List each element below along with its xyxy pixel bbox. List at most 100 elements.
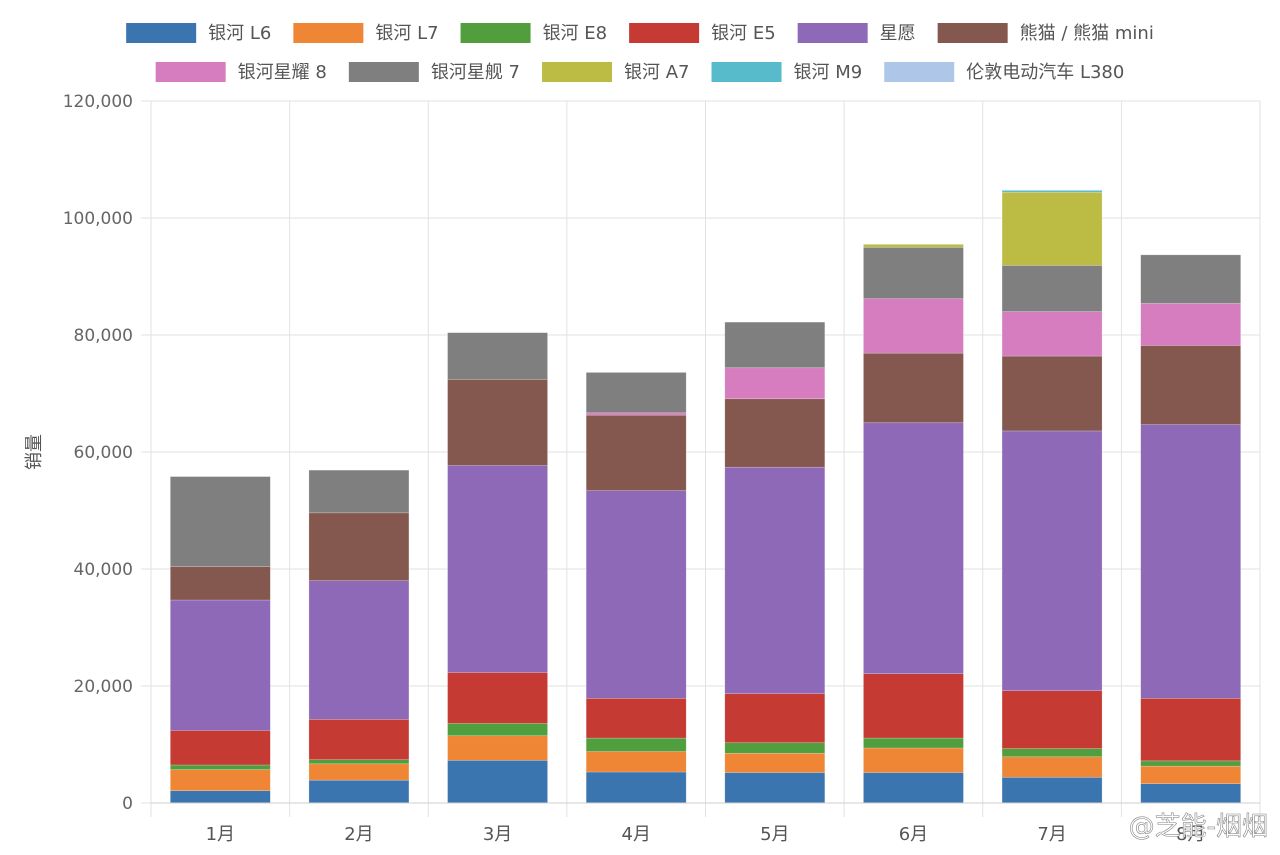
bar-segment: [447, 332, 548, 380]
bar-segment: [724, 398, 826, 468]
legend-label: 银河 L7: [375, 23, 438, 44]
bar-segment: [863, 747, 964, 773]
bar-segment: [1140, 783, 1241, 804]
bar-segment: [170, 566, 271, 601]
legend-label: 银河 E5: [711, 23, 776, 44]
legend-swatch: [348, 62, 419, 82]
legend-swatch: [711, 62, 782, 82]
bar-segment: [724, 772, 826, 804]
legend-swatch: [460, 23, 531, 43]
bar-segment: [1140, 765, 1241, 784]
bar-segment: [863, 352, 964, 424]
bar-segment: [585, 751, 687, 773]
bar-segment: [724, 752, 826, 773]
bar-segment: [447, 379, 548, 466]
bar-segment: [308, 719, 410, 761]
bar-segment: [585, 771, 687, 804]
y-axis-title: 销量: [24, 434, 45, 470]
legend-swatch: [797, 23, 868, 43]
legend-label: 银河星舰 7: [431, 62, 520, 83]
bar-segment: [1140, 760, 1241, 767]
bar-segment: [1140, 697, 1241, 762]
x-tick-label: 8月: [1176, 824, 1205, 845]
bar-segment: [863, 244, 964, 248]
bar-segment: [308, 580, 410, 720]
bar-segment: [863, 298, 964, 354]
bar-segment: [170, 764, 271, 770]
bar-segment: [447, 465, 548, 673]
legend-swatch: [126, 23, 197, 43]
legend-label: 银河 E8: [543, 23, 608, 44]
bar-segment: [724, 466, 826, 694]
axis-layer: 0 20,000 40,000 60,000 80,000 100,000 120,000 1…: [63, 92, 1260, 845]
x-tick-label: 3月: [483, 824, 512, 845]
y-tick-label: 120,000: [63, 92, 133, 112]
x-tick-label: 5月: [760, 824, 789, 845]
bar-segment: [170, 790, 271, 804]
y-tick-label: 0: [122, 794, 133, 814]
bar-segment: [170, 769, 271, 792]
x-tick-label: 7月: [1037, 824, 1066, 845]
legend-label: 星愿: [880, 23, 916, 44]
bar-segment: [1001, 189, 1103, 191]
bar-segment: [724, 693, 826, 744]
legend-swatch: [293, 23, 364, 43]
bar-segment: [585, 372, 687, 414]
bar-segment: [863, 673, 964, 739]
x-tick-label: 4月: [621, 824, 650, 845]
bar-segment: [724, 742, 826, 754]
grid-layer: [141, 100, 1261, 817]
bar-segment: [170, 476, 271, 567]
bar-segment: [170, 730, 271, 766]
bar-segment: [1001, 265, 1103, 312]
bar-segment: [308, 763, 410, 781]
bar-segment: [724, 367, 826, 400]
bar-segment: [585, 490, 687, 699]
bar-segment: [1001, 756, 1103, 778]
bar-segment: [585, 737, 687, 752]
bar-segment: [585, 697, 687, 739]
legend-label: 银河 M9: [794, 62, 863, 83]
bar-segment: [1001, 355, 1103, 432]
bar-segment: [863, 246, 964, 300]
bar-segment: [1001, 430, 1103, 691]
x-tick-label: 1月: [206, 824, 235, 845]
y-tick-label: 80,000: [74, 326, 133, 346]
bar-segment: [585, 412, 687, 416]
bar-segment: [1001, 776, 1103, 804]
y-tick-label: 20,000: [74, 677, 133, 697]
y-tick-label: 100,000: [63, 209, 133, 229]
bar-segment: [1140, 303, 1241, 346]
legend-layer: 银河 L6 银河 L7 银河 E8 银河 E5 星愿 熊猫 / 熊猫 mini 银河星耀 8…: [126, 23, 1154, 83]
bar-segment: [1001, 690, 1103, 749]
bar-segment: [724, 321, 826, 369]
y-tick-label: 40,000: [74, 560, 133, 580]
bar-segment: [1001, 311, 1103, 357]
bar-segment: [1001, 748, 1103, 758]
legend-swatch: [937, 23, 1008, 43]
bar-segment: [1140, 424, 1241, 699]
legend-label: 银河星耀 8: [238, 62, 327, 83]
legend-swatch: [629, 23, 700, 43]
legend-swatch: [155, 62, 226, 82]
legend-swatch: [884, 62, 955, 82]
legend-label: 伦敦电动汽车 L380: [966, 62, 1124, 83]
legend-label: 银河 L6: [208, 23, 271, 44]
legend-label: 熊猫 / 熊猫 mini: [1020, 23, 1154, 44]
bar-segment: [308, 469, 410, 514]
bar-segment: [308, 779, 410, 804]
bar-segment: [447, 672, 548, 724]
bar-segment: [863, 772, 964, 804]
bar-segment: [1140, 254, 1241, 304]
bar-segment: [308, 512, 410, 582]
bar-segment: [447, 759, 548, 804]
watermark: @芝能-烟烟: [1129, 812, 1268, 842]
bar-segment: [863, 737, 964, 749]
bar-segment: [447, 735, 548, 761]
bar-segment: [308, 759, 410, 765]
bar-segment: [170, 599, 271, 731]
x-tick-label: 2月: [344, 824, 373, 845]
bar-segment: [585, 414, 687, 491]
